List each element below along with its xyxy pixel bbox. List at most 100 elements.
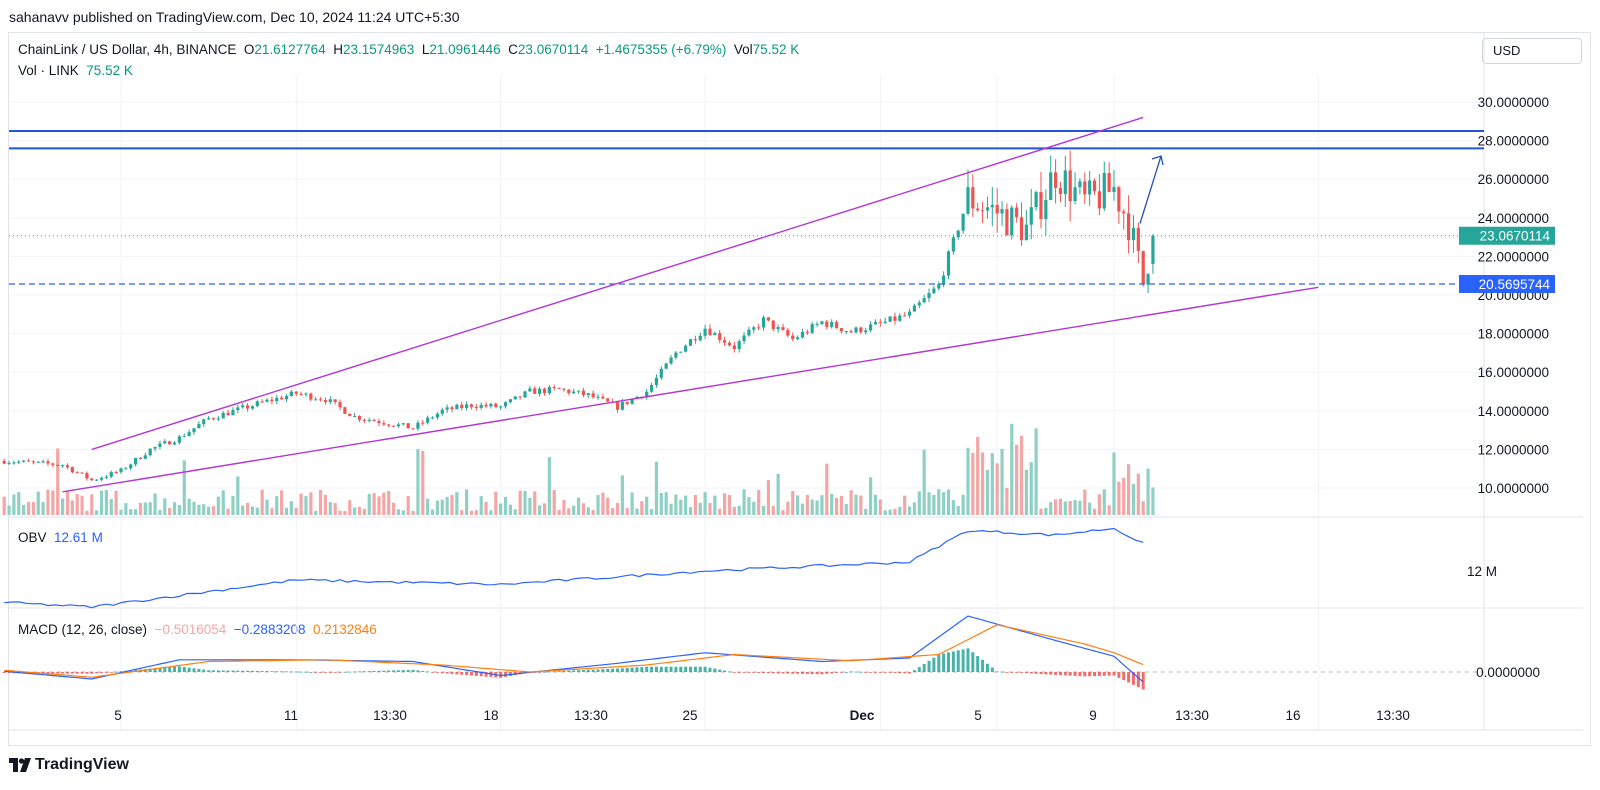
candles xyxy=(2,150,1155,482)
candle-body xyxy=(1024,224,1028,241)
volume-bar xyxy=(1092,508,1097,515)
candle-body xyxy=(348,413,352,417)
macd-histogram-bar xyxy=(280,671,284,673)
candle-body xyxy=(314,399,318,401)
candle-body xyxy=(284,396,289,400)
volume-bar xyxy=(80,495,84,515)
x-tick-label: Dec xyxy=(850,708,875,723)
volume-bar xyxy=(932,494,936,515)
macd-histogram-bar xyxy=(659,666,663,672)
candle-body xyxy=(800,331,805,338)
macd-label[interactable]: MACD (12, 26, close) xyxy=(18,622,148,637)
volume-bar xyxy=(800,503,805,515)
volume-bar xyxy=(1141,501,1145,515)
macd-histogram-bar xyxy=(888,672,892,673)
candle-body xyxy=(60,465,65,467)
macd-legend: MACD (12, 26, close) −0.5016054 −0.28832… xyxy=(18,622,377,637)
macd-histogram-bar xyxy=(1122,672,1126,681)
candle-body xyxy=(854,327,858,333)
candle-body xyxy=(474,406,478,408)
candle-body xyxy=(22,460,26,462)
current-price-badge-bg xyxy=(1459,226,1555,245)
symbol-title[interactable]: ChainLink / US Dollar, 4h, BINANCE xyxy=(18,42,237,57)
volume-bar xyxy=(138,502,143,515)
open-label: O xyxy=(243,42,255,57)
macd-histogram-bar xyxy=(460,672,464,675)
macd-histogram-bar xyxy=(1131,672,1135,685)
candle-body xyxy=(722,340,727,343)
candle-body xyxy=(1083,181,1087,195)
candle-body xyxy=(1092,180,1097,192)
macd-histogram-bar xyxy=(1020,672,1024,673)
candle-body xyxy=(216,418,220,420)
y-tick-label: 16.0000000 xyxy=(1478,365,1549,380)
volume-bar xyxy=(275,496,279,515)
y-tick-label: 18.0000000 xyxy=(1478,327,1549,342)
macd-histogram-bar xyxy=(382,670,386,672)
macd-histogram-bar xyxy=(1029,672,1033,674)
macd-histogram-bar xyxy=(114,671,118,673)
macd-histogram-bar xyxy=(781,672,785,674)
macd-histogram-bar xyxy=(727,671,731,673)
volume-bar xyxy=(1088,502,1092,515)
current-price-badge: 23.0670114 xyxy=(1480,229,1551,244)
volume-bar xyxy=(318,489,323,515)
volume-bar xyxy=(971,452,975,515)
volume-bar xyxy=(484,501,488,515)
candle-body xyxy=(1102,173,1106,209)
grid xyxy=(9,33,1583,731)
volume-bar xyxy=(1058,498,1063,515)
macd-histogram-bar xyxy=(377,670,381,672)
volume-bar xyxy=(260,489,264,515)
volume-study-label[interactable]: Vol · LINK xyxy=(18,63,79,78)
candle-body xyxy=(956,230,960,238)
volume-bar xyxy=(124,503,128,515)
candle-body xyxy=(1005,209,1009,236)
volume-bar xyxy=(1078,500,1082,515)
candle-body xyxy=(236,407,240,411)
macd-histogram-bar xyxy=(7,672,11,674)
volume-bar xyxy=(513,509,517,515)
obv-label[interactable]: OBV xyxy=(18,530,47,545)
macd-histogram-bar xyxy=(650,666,654,672)
volume-bar xyxy=(708,503,712,515)
candle-body xyxy=(406,423,410,429)
macd-histogram-bar xyxy=(226,670,230,672)
candle-body xyxy=(834,322,839,329)
candle-body xyxy=(90,478,94,481)
volume-bar xyxy=(153,493,157,515)
macd-histogram-bar xyxy=(771,672,775,674)
candle-body xyxy=(430,417,435,419)
candle-body xyxy=(489,403,493,407)
chart-frame xyxy=(8,32,1591,746)
y-tick-label: 14.0000000 xyxy=(1478,404,1549,419)
candle-body xyxy=(450,407,454,410)
volume-bar xyxy=(382,492,386,515)
macd-histogram-bar xyxy=(406,669,410,672)
volume-bar xyxy=(771,505,775,515)
currency-button[interactable]: USD xyxy=(1482,38,1582,64)
volume-bar xyxy=(207,506,211,515)
macd-histogram-bar xyxy=(289,671,293,673)
volume-bar xyxy=(985,469,990,515)
candle-body xyxy=(630,398,634,404)
macd-histogram-bar xyxy=(221,670,225,672)
volume-bar xyxy=(990,453,994,515)
macd-histogram-bar xyxy=(158,667,162,672)
volume-bar xyxy=(888,509,892,515)
macd-histogram-bar xyxy=(961,649,965,672)
macd-histogram-bar xyxy=(231,670,235,672)
candle-body xyxy=(31,461,35,463)
volume-bar xyxy=(1151,487,1155,515)
volume-bar xyxy=(557,509,561,515)
candle-body xyxy=(382,423,386,425)
macd-histogram-bar xyxy=(1063,672,1067,676)
volume-bar xyxy=(917,491,921,515)
candle-body xyxy=(688,339,693,346)
tradingview-logo[interactable]: TradingView xyxy=(9,756,129,774)
volume-bar xyxy=(2,496,6,515)
macd-histogram-bar xyxy=(956,650,960,672)
candle-body xyxy=(659,368,663,378)
drawings xyxy=(9,116,1484,493)
